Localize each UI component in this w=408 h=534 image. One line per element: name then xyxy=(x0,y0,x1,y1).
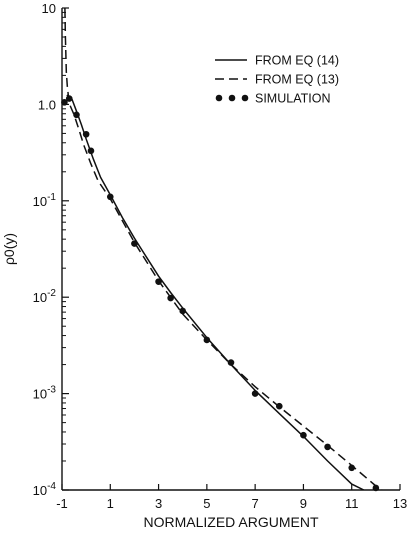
plot-frame xyxy=(61,8,400,491)
legend-label: FROM EQ (13) xyxy=(255,73,339,87)
x-tick-label: 3 xyxy=(155,496,162,511)
y-tick-label: 10-2 xyxy=(33,288,57,305)
legend: FROM EQ (14) FROM EQ (13) SIMULATION xyxy=(215,54,339,106)
y-tick-label: 10 xyxy=(42,1,56,16)
simulation-point xyxy=(179,307,187,315)
simulation-point xyxy=(372,484,380,492)
simulation-point xyxy=(275,402,283,410)
x-tick-label: 9 xyxy=(300,496,307,511)
y-axis-ticks: 10 1.0 10-1 10-2 10-3 10-4 xyxy=(33,1,69,498)
simulation-point xyxy=(61,99,68,106)
y-tick-label: 1.0 xyxy=(38,97,56,112)
y-tick-label: 10-4 xyxy=(33,481,57,498)
simulation-point xyxy=(87,147,95,155)
simulation-point xyxy=(155,278,162,285)
x-tick-label: 11 xyxy=(345,496,359,511)
legend-label: FROM EQ (14) xyxy=(255,54,339,68)
simulation-point xyxy=(82,130,90,138)
simulation-point xyxy=(348,464,356,472)
simulation-point xyxy=(324,443,331,451)
series-layer xyxy=(61,7,383,492)
simulation-point xyxy=(167,294,174,302)
series-eq14-line xyxy=(66,94,365,490)
simulation-point xyxy=(106,193,114,201)
simulation-point xyxy=(203,336,211,344)
legend-label: SIMULATION xyxy=(255,92,330,106)
simulation-point xyxy=(131,240,138,247)
legend-dot xyxy=(241,94,249,102)
x-tick-label: 5 xyxy=(203,496,210,511)
y-tick-label: 10-3 xyxy=(33,385,57,402)
series-eq13-line xyxy=(64,7,383,490)
simulation-point xyxy=(227,359,235,366)
x-axis-title: NORMALIZED ARGUMENT xyxy=(143,514,318,530)
y-axis-title: ρ0(y) xyxy=(1,233,17,265)
x-tick-label: 13 xyxy=(393,496,407,511)
series-simulation xyxy=(61,95,380,492)
x-tick-label: 7 xyxy=(252,496,259,511)
x-tick-label: 1 xyxy=(107,496,114,511)
legend-dot xyxy=(215,94,223,102)
x-tick-label: -1 xyxy=(56,496,68,511)
simulation-point xyxy=(251,390,259,397)
simulation-point xyxy=(65,95,73,102)
simulation-point xyxy=(300,431,307,439)
x-axis-ticks: -1 1 3 5 7 9 11 13 xyxy=(56,484,407,511)
simulation-point xyxy=(73,111,80,119)
y-tick-label: 10-1 xyxy=(33,192,57,209)
legend-dot xyxy=(228,94,236,102)
